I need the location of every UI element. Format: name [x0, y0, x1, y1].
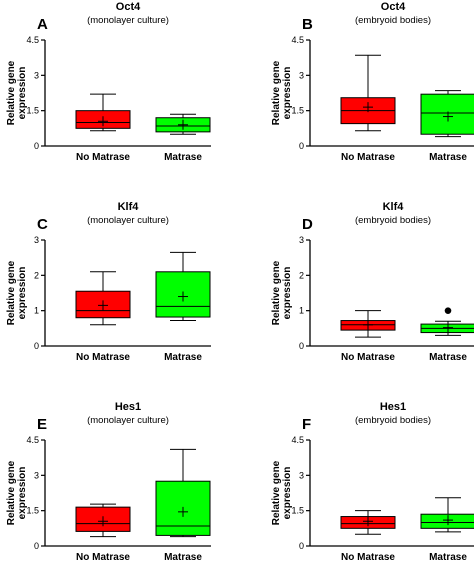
y-axis-label: Relative geneexpression: [271, 260, 293, 325]
y-axis-label-line: expression: [17, 67, 28, 120]
box-no-matrase: [75, 503, 131, 538]
y-axis-label: Relative geneexpression: [271, 60, 293, 125]
y-tick-label: 0: [299, 341, 304, 351]
box-no-matrase: [75, 93, 131, 132]
y-axis-label-line: Relative gene: [271, 260, 282, 325]
box-no-matrase: [340, 510, 396, 535]
y-tick-label: 3: [299, 235, 304, 245]
panel-title: Hes1: [115, 401, 141, 413]
x-category-label: Matrase: [429, 552, 467, 563]
box-no-matrase: [75, 271, 131, 326]
panel-title: Oct4: [116, 1, 141, 13]
y-axis-label: Relative geneexpression: [6, 60, 28, 125]
x-category-label: No Matrase: [341, 352, 395, 363]
y-axis-label-line: expression: [17, 467, 28, 520]
x-category-label: Matrase: [164, 352, 202, 363]
panel-label: F: [302, 416, 311, 433]
box-matrase: [420, 497, 474, 533]
x-category-label: Matrase: [164, 552, 202, 563]
y-tick-label: 1: [34, 306, 39, 316]
x-category-label: Matrase: [429, 152, 467, 163]
panel-title: Hes1: [380, 401, 406, 413]
box-matrase: [155, 251, 211, 322]
y-axis-label-line: expression: [282, 67, 293, 120]
y-tick-label: 1.5: [291, 506, 304, 516]
panel-subtitle: (embryoid bodies): [355, 215, 431, 226]
y-tick-label: 2: [34, 270, 39, 280]
panel-label: C: [37, 216, 48, 233]
y-tick-label: 0: [34, 541, 39, 551]
y-tick-label: 3: [34, 70, 39, 80]
y-tick-label: 0: [34, 141, 39, 151]
panel-d: D Klf4 (embryoid bodies) Relative geneexpre…: [271, 201, 474, 363]
panel-c: C Klf4 (monolayer culture) Relative geneexp…: [6, 201, 211, 363]
y-tick-label: 4.5: [291, 435, 304, 445]
box-matrase: [155, 113, 211, 135]
y-axis-label-line: Relative gene: [6, 60, 17, 125]
y-tick-label: 3: [34, 470, 39, 480]
x-category-label: Matrase: [164, 152, 202, 163]
y-axis-label-line: expression: [282, 267, 293, 320]
panel-label: A: [37, 16, 48, 33]
panel-label: D: [302, 216, 313, 233]
y-tick-label: 1.5: [291, 106, 304, 116]
y-axis-label: Relative geneexpression: [6, 260, 28, 325]
y-tick-label: 0: [34, 341, 39, 351]
panel-subtitle: (embryoid bodies): [355, 15, 431, 26]
y-axis-label-line: expression: [282, 467, 293, 520]
y-tick-label: 4.5: [26, 35, 39, 45]
y-axis-label-line: expression: [17, 267, 28, 320]
panel-title: Klf4: [383, 201, 405, 213]
y-tick-label: 0: [299, 541, 304, 551]
y-tick-label: 3: [299, 470, 304, 480]
x-category-label: Matrase: [429, 352, 467, 363]
x-category-label: No Matrase: [76, 352, 130, 363]
panel-title: Oct4: [381, 1, 406, 13]
y-tick-label: 1.5: [26, 506, 39, 516]
box-matrase: [420, 307, 474, 336]
y-tick-label: 3: [299, 70, 304, 80]
y-axis-label-line: Relative gene: [271, 460, 282, 525]
box-no-matrase: [340, 54, 396, 132]
panel-subtitle: (monolayer culture): [87, 215, 169, 226]
x-category-label: No Matrase: [341, 552, 395, 563]
panel-b: B Oct4 (embryoid bodies) Relative geneexpre…: [271, 1, 474, 163]
y-tick-label: 4.5: [26, 435, 39, 445]
x-category-label: No Matrase: [76, 152, 130, 163]
y-axis-label-line: Relative gene: [6, 260, 17, 325]
x-category-label: No Matrase: [341, 152, 395, 163]
panel-title: Klf4: [118, 201, 140, 213]
panel-label: E: [37, 416, 47, 433]
y-tick-label: 2: [299, 270, 304, 280]
panel-subtitle: (embryoid bodies): [355, 415, 431, 426]
panel-label: B: [302, 16, 313, 33]
panel-a: A Oct4 (monolayer culture) Relative geneexp…: [6, 1, 211, 163]
x-category-label: No Matrase: [76, 552, 130, 563]
y-tick-label: 0: [299, 141, 304, 151]
box-matrase: [420, 90, 474, 138]
panel-f: F Hes1 (embryoid bodies) Relative geneexpre…: [271, 401, 474, 563]
y-tick-label: 1: [299, 306, 304, 316]
y-axis-label: Relative geneexpression: [271, 460, 293, 525]
panel-subtitle: (monolayer culture): [87, 415, 169, 426]
y-axis-label: Relative geneexpression: [6, 460, 28, 525]
y-axis-label-line: Relative gene: [6, 460, 17, 525]
outlier-point: [444, 307, 452, 314]
box-no-matrase: [340, 310, 396, 338]
panel-subtitle: (monolayer culture): [87, 15, 169, 26]
box-matrase: [155, 448, 211, 538]
y-tick-label: 3: [34, 235, 39, 245]
y-tick-label: 4.5: [291, 35, 304, 45]
y-axis-label-line: Relative gene: [271, 60, 282, 125]
y-tick-label: 1.5: [26, 106, 39, 116]
panel-e: E Hes1 (monolayer culture) Relative geneexp…: [6, 401, 211, 563]
